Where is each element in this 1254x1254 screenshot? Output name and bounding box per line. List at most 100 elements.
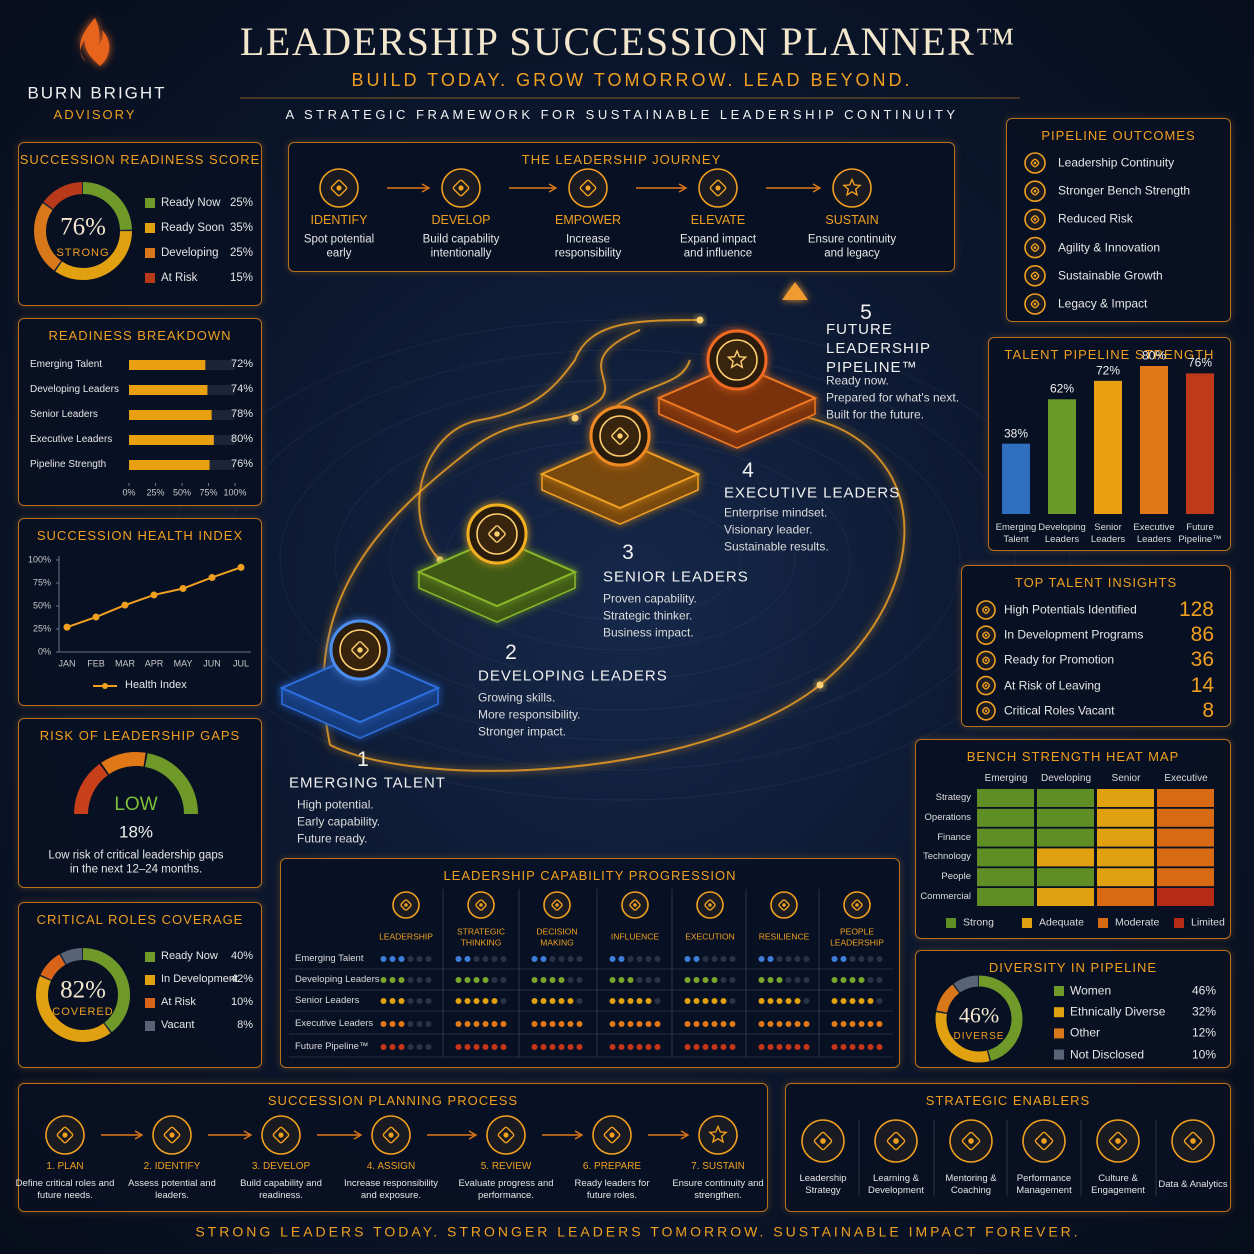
icon-glyph xyxy=(984,709,988,713)
rating-dot xyxy=(758,1044,765,1050)
legend-label: Other xyxy=(1070,1025,1101,1040)
level-desc: Enterprise mindset. xyxy=(724,505,828,520)
icon-glyph xyxy=(1034,1131,1054,1151)
heat-cell xyxy=(1157,868,1214,887)
icon-glyph xyxy=(1030,271,1040,281)
icon-glyph xyxy=(1183,1131,1203,1151)
row-label: People xyxy=(941,871,971,883)
icon-glyph xyxy=(842,177,862,197)
rating-dot xyxy=(455,956,462,962)
flow-arrow xyxy=(548,183,558,193)
legend-label: At Risk xyxy=(161,996,196,1009)
y-tick-label: 75% xyxy=(32,577,51,588)
icon-ring xyxy=(698,1115,738,1155)
insight-value: 86 xyxy=(1190,623,1214,647)
bar-value: 80% xyxy=(1141,348,1167,363)
x-tick-label: MAR xyxy=(115,658,135,669)
legend-swatch xyxy=(145,198,155,208)
rating-dot xyxy=(776,956,783,962)
y-tick-label: 0% xyxy=(37,646,51,657)
flow-arrow xyxy=(134,1130,144,1140)
icon-glyph xyxy=(715,185,721,191)
process-panel: SUCCESSION PLANNING PROCESS 1. PLAN Define… xyxy=(16,1083,768,1212)
risk-gaps-panel-graphics xyxy=(74,752,198,815)
heat-cell xyxy=(1037,828,1094,847)
panel-title: THE LEADERSHIP JOURNEY xyxy=(521,152,722,167)
icon-glyph xyxy=(1030,243,1040,252)
rating-dot xyxy=(549,1021,556,1027)
rating-dot xyxy=(416,998,423,1004)
rating-dot xyxy=(531,1044,538,1050)
rating-dot xyxy=(767,956,774,962)
rating-dot xyxy=(425,977,432,983)
rating-dots xyxy=(831,1021,883,1027)
icon-glyph xyxy=(982,681,990,690)
legend-label: Vacant xyxy=(161,1019,195,1032)
rating-dot xyxy=(540,977,547,983)
score-value: 76% xyxy=(60,213,106,241)
legend-swatch xyxy=(1054,1028,1064,1039)
icon-glyph xyxy=(1041,1138,1047,1144)
icon-glyph xyxy=(1033,274,1037,278)
rating-dots xyxy=(380,956,432,962)
insight-label: Ready for Promotion xyxy=(1004,652,1115,667)
rating-dot xyxy=(531,1021,538,1027)
icon-glyph xyxy=(1030,158,1040,168)
enablers-panel: STRATEGIC ENABLERS Leadership Strategy Lea… xyxy=(785,1083,1231,1212)
rating-dot xyxy=(609,998,616,1004)
legend-value: 12% xyxy=(1191,1025,1216,1040)
step-name: SUSTAIN xyxy=(825,213,879,228)
enablers-panel-graphics xyxy=(801,1119,1215,1196)
legend-swatch xyxy=(145,952,155,962)
rating-dot xyxy=(636,1044,643,1050)
panel-title: SUCCESSION HEALTH INDEX xyxy=(36,528,244,543)
icon-glyph xyxy=(272,1126,290,1144)
icon-glyph xyxy=(1033,302,1037,306)
level-desc: Stronger impact. xyxy=(478,724,567,739)
heat-cell xyxy=(1097,868,1154,887)
panel-title: SUCCESSION READINESS SCORE xyxy=(19,152,261,167)
icon-glyph xyxy=(278,1132,284,1138)
legend-label: Ethnically Diverse xyxy=(1070,1004,1166,1019)
row-label: Operations xyxy=(924,811,971,823)
insight-label: In Development Programs xyxy=(1004,627,1144,642)
brand-name: BURN BRIGHT xyxy=(27,83,167,103)
rating-dot xyxy=(380,1021,387,1027)
step-name: 5. REVIEW xyxy=(480,1160,532,1172)
bar xyxy=(129,360,206,370)
legend-value: 15% xyxy=(229,271,253,284)
legend-swatch xyxy=(145,273,155,283)
glow-trail xyxy=(322,329,641,746)
column-label: PEOPLE LEADERSHIP xyxy=(830,926,884,947)
rating-dot xyxy=(758,956,765,962)
rating-dots xyxy=(684,1021,736,1027)
rating-dots xyxy=(831,1044,883,1050)
insight-label: Critical Roles Vacant xyxy=(1004,703,1115,718)
level-number: 5 xyxy=(860,300,872,324)
rating-dot xyxy=(711,998,718,1004)
icon-glyph xyxy=(984,608,988,612)
tagline: BUILD TODAY. GROW TOMORROW. LEAD BEYOND. xyxy=(351,69,913,90)
icon-glyph xyxy=(169,1132,175,1138)
x-tick-label: JAN xyxy=(58,658,76,669)
rating-dot xyxy=(803,956,810,962)
panel-title: TALENT PIPELINE STRENGTH xyxy=(1004,347,1215,362)
rating-dot xyxy=(416,1044,423,1050)
rating-dots xyxy=(380,1021,432,1027)
bar-category: Future Pipeline™ xyxy=(1178,522,1222,545)
icon-glyph xyxy=(585,185,591,191)
rating-dot xyxy=(858,1044,865,1050)
rating-dots xyxy=(609,1021,661,1027)
rating-dot xyxy=(540,956,547,962)
rating-dot xyxy=(702,998,709,1004)
rating-dot xyxy=(407,956,414,962)
bar-value: 74% xyxy=(230,383,253,396)
risk-note: Low risk of critical leadership gaps in … xyxy=(48,849,224,876)
grid-ring xyxy=(279,379,961,741)
insight-value: 128 xyxy=(1178,597,1214,621)
rating-dot xyxy=(609,977,616,983)
rating-dots xyxy=(609,956,661,962)
row-label: Future Pipeline™ xyxy=(295,1041,369,1053)
icon-glyph xyxy=(400,899,412,911)
